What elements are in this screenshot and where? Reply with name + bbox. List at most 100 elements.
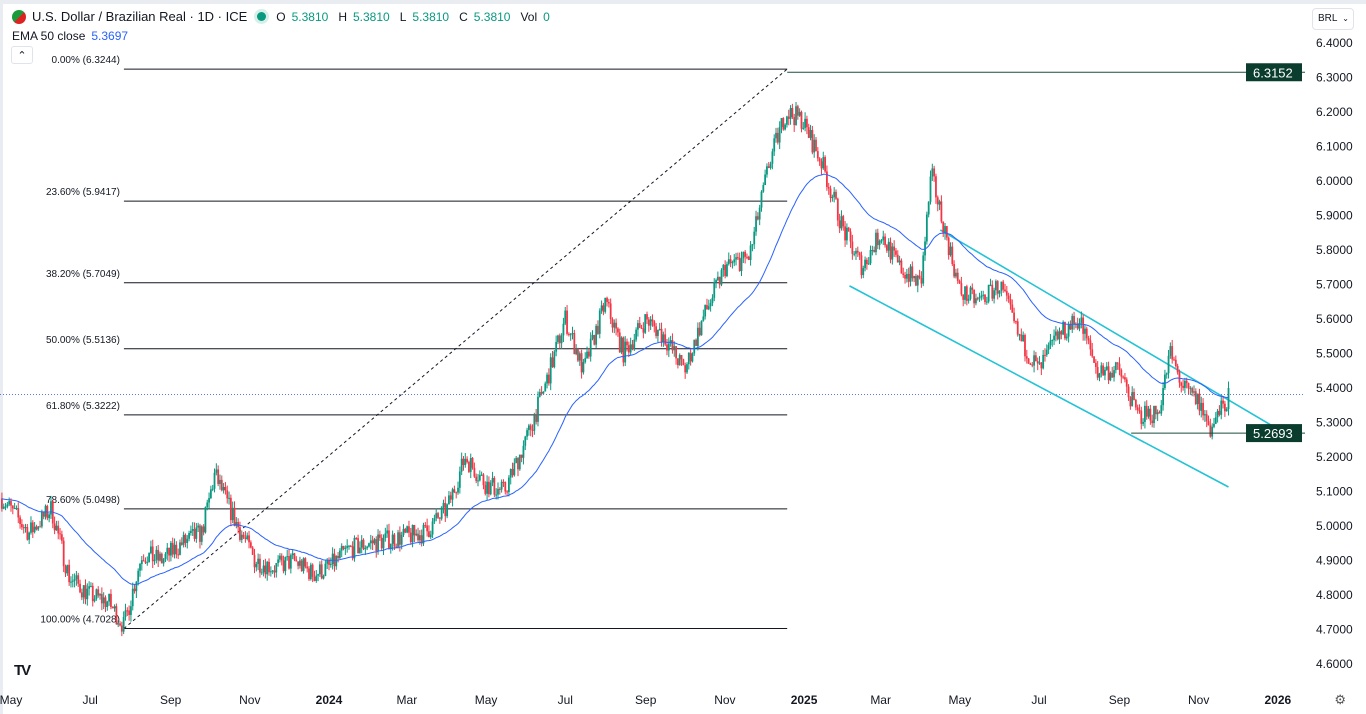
candle xyxy=(1002,281,1005,290)
candle xyxy=(433,518,436,522)
candle xyxy=(1113,370,1115,378)
candle xyxy=(773,138,776,152)
candle xyxy=(91,585,94,602)
candle xyxy=(687,352,690,365)
candle xyxy=(893,246,896,251)
candle xyxy=(388,530,390,550)
candle xyxy=(747,256,750,260)
candle xyxy=(1111,372,1114,378)
candle xyxy=(984,294,986,302)
candle xyxy=(177,554,180,556)
candle xyxy=(540,392,543,394)
candle xyxy=(168,547,170,556)
candle xyxy=(991,284,994,299)
candle xyxy=(155,549,158,560)
collapse-legend-button[interactable]: ⌃ xyxy=(11,46,33,64)
candle xyxy=(1100,365,1103,374)
candle xyxy=(295,559,298,562)
candle xyxy=(1080,317,1083,323)
candle xyxy=(578,353,581,361)
candle xyxy=(200,526,203,542)
candle xyxy=(876,232,879,246)
candle xyxy=(820,161,823,169)
candle xyxy=(575,349,578,355)
candle xyxy=(24,527,27,529)
fib-level-label: 61.80% (5.3222) xyxy=(46,401,120,412)
candle xyxy=(517,457,519,470)
candle xyxy=(495,494,498,496)
x-tick-label: Sep xyxy=(160,693,182,707)
candle xyxy=(936,197,939,205)
candle xyxy=(800,111,803,129)
candle xyxy=(409,532,412,543)
candle xyxy=(90,585,92,587)
candle xyxy=(477,480,479,482)
candle xyxy=(627,345,630,353)
candle xyxy=(420,535,423,544)
candle xyxy=(2,506,5,509)
candle xyxy=(564,310,567,324)
candle xyxy=(831,197,834,199)
candle xyxy=(907,273,910,282)
candle xyxy=(179,542,181,555)
candle xyxy=(113,606,116,609)
candle xyxy=(282,560,285,572)
candle xyxy=(262,565,265,573)
candle xyxy=(128,610,131,615)
candle xyxy=(880,240,883,242)
candle xyxy=(88,586,91,589)
candle xyxy=(498,488,501,490)
candle xyxy=(924,241,926,256)
candle xyxy=(862,268,865,276)
candle xyxy=(580,353,583,373)
candle xyxy=(557,335,559,342)
candle xyxy=(740,258,743,272)
candle xyxy=(835,191,837,199)
x-tick-label: Nov xyxy=(239,693,260,707)
candle xyxy=(738,257,741,272)
candle xyxy=(691,353,694,362)
candle xyxy=(905,273,908,279)
candle xyxy=(1209,425,1212,437)
candle xyxy=(591,334,594,339)
candle xyxy=(184,534,187,543)
fib-level-label: 50.00% (5.5136) xyxy=(46,335,120,346)
candle xyxy=(709,303,712,307)
gear-icon[interactable]: ⚙ xyxy=(1334,692,1346,707)
candle xyxy=(731,262,734,264)
candle xyxy=(1091,349,1094,357)
candle xyxy=(938,201,941,205)
y-tick-label: 5.0000 xyxy=(1316,519,1353,533)
fib-level-label: 100.00% (4.7028) xyxy=(40,615,120,626)
candle xyxy=(119,623,121,626)
candle xyxy=(853,253,856,255)
candle xyxy=(1162,388,1164,406)
volume-value: 0 xyxy=(543,9,550,24)
symbol-title[interactable]: U.S. Dollar / Brazilian Real · 1D · ICE xyxy=(32,9,248,24)
candle xyxy=(506,491,508,493)
candle xyxy=(248,535,250,543)
candle xyxy=(915,275,917,286)
currency-selector[interactable]: BRL ⌄ xyxy=(1312,8,1354,30)
ema-legend[interactable]: EMA 50 close 5.3697 xyxy=(12,29,128,43)
x-tick-label: Jul xyxy=(558,693,573,707)
candle xyxy=(373,539,376,544)
candle xyxy=(398,532,401,545)
candle xyxy=(871,250,874,252)
candle xyxy=(344,547,347,549)
candle xyxy=(1196,393,1199,405)
candle xyxy=(776,132,779,143)
y-tick-label: 4.8000 xyxy=(1316,588,1353,602)
candle xyxy=(953,264,956,277)
candle xyxy=(678,355,681,366)
candle xyxy=(895,250,897,255)
candle xyxy=(231,507,234,521)
candle xyxy=(1020,334,1023,342)
candle xyxy=(527,425,530,431)
candle xyxy=(646,314,648,320)
candle xyxy=(856,250,859,253)
candle xyxy=(302,558,305,572)
x-tick-label: May xyxy=(948,693,971,707)
candle xyxy=(562,323,565,336)
